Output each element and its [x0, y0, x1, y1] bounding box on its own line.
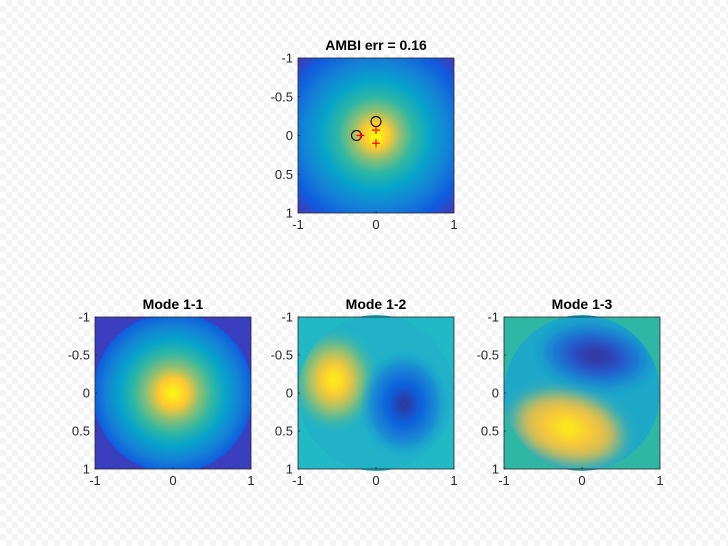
mode-1-1-field — [95, 317, 251, 469]
ambi-ticks: -1 0 1-1-0.500.51 — [271, 51, 458, 233]
mode-1-2-ytick-label: 0 — [286, 386, 293, 401]
ambi-ytick-label: 0.5 — [275, 167, 293, 182]
mode-1-3-ytick-label: -0.5 — [477, 348, 499, 363]
mode-1-3-ytick-label: 0 — [492, 386, 499, 401]
mode-1-2-ytick-label: -0.5 — [271, 348, 293, 363]
mode-1-3-title: Mode 1-3 — [552, 296, 613, 312]
mode-1-3-ytick-label: 0.5 — [481, 424, 499, 439]
mode-1-2-xtick-label: 1 — [450, 473, 457, 488]
mode-1-3-ytick-label: -1 — [487, 310, 499, 325]
mode-1-2-panel: Mode 1-2 -1 0 1-1-0.500.51 — [271, 296, 458, 488]
mode-1-2-field — [298, 315, 454, 471]
mode-1-1-ytick-label: 0 — [83, 386, 90, 401]
mode-1-2-ticks: -1 0 1-1-0.500.51 — [271, 310, 458, 489]
mode-1-3-xtick-label: 0 — [578, 473, 585, 488]
mode-1-1-title: Mode 1-1 — [143, 296, 204, 312]
ambi-plus-marker — [356, 131, 365, 140]
mode-1-2-ytick-label: 1 — [286, 462, 293, 477]
mode-1-1-xtick-label: 0 — [169, 473, 176, 488]
ambi-ytick-label: 1 — [286, 206, 293, 221]
mode-1-3-ticks: -1 0 1-1-0.500.51 — [477, 310, 664, 489]
mode-1-1-ticks: -1 0 1-1-0.500.51 — [68, 310, 255, 489]
ambi-xtick-label: 0 — [372, 217, 379, 232]
mode-1-3-panel: Mode 1-3 -1 0 1-1-0.500.51 — [477, 296, 664, 488]
ambi-markers — [350, 116, 382, 148]
ambi-panel: AMBI err = 0.16 -1 0 1-1-0.500.51 — [271, 37, 458, 233]
ambi-plus-marker — [372, 126, 380, 135]
mode-1-3-field — [504, 315, 660, 471]
mode-1-2-title: Mode 1-2 — [346, 296, 407, 312]
mode-1-1-ytick-label: 1 — [83, 462, 90, 477]
mode-1-1-xtick-label: -1 — [89, 473, 101, 488]
ambi-xtick-label: -1 — [292, 217, 304, 232]
mode-1-2-ytick-label: 0.5 — [275, 424, 293, 439]
mode-1-2-xtick-label: 0 — [372, 473, 379, 488]
mode-1-2-xtick-label: -1 — [292, 473, 304, 488]
mode-1-1-xtick-label: 1 — [247, 473, 254, 488]
ambi-ytick-label: -0.5 — [271, 89, 293, 104]
ambi-ytick-label: 0 — [286, 128, 293, 143]
ambi-ytick-label: -1 — [281, 51, 293, 66]
mode-1-3-xtick-label: -1 — [498, 473, 510, 488]
mode-1-1-ytick-label: -1 — [78, 310, 90, 325]
mode-1-3-ytick-label: 1 — [492, 462, 499, 477]
ambi-xtick-label: 1 — [450, 217, 457, 232]
mode-1-3-xtick-label: 1 — [656, 473, 663, 488]
ambi-plus-marker — [372, 139, 380, 148]
mode-1-2-ytick-label: -1 — [281, 310, 293, 325]
mode-1-1-ytick-label: 0.5 — [72, 424, 90, 439]
ambi-title: AMBI err = 0.16 — [325, 37, 427, 53]
ambi-beam — [298, 58, 454, 213]
mode-1-1-ytick-label: -0.5 — [68, 348, 90, 363]
mode-1-1-panel: Mode 1-1 -1 0 1-1-0.500.51 — [68, 296, 255, 488]
